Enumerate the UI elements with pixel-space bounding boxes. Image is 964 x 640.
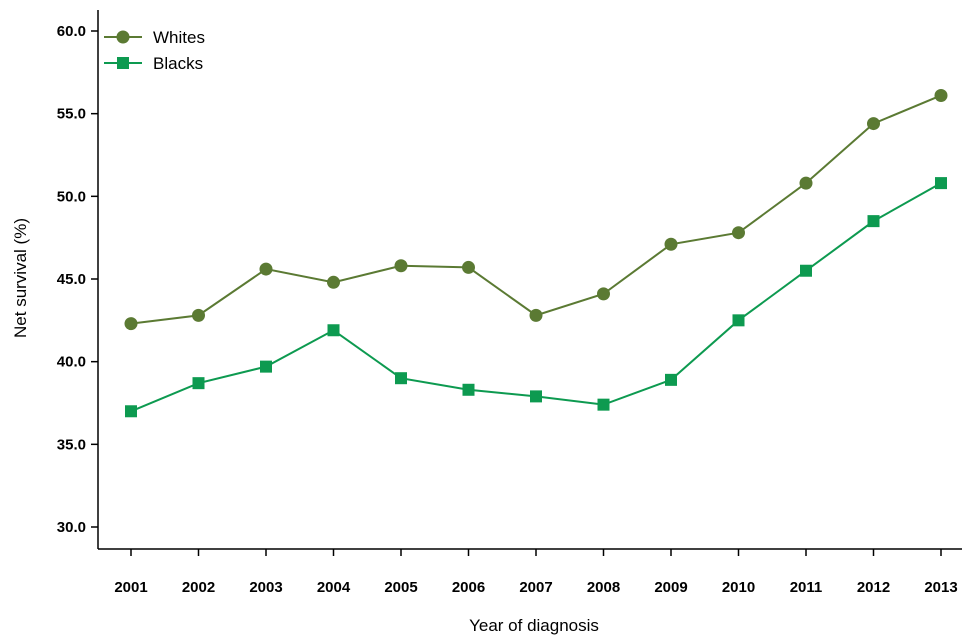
data-point-blacks	[260, 360, 272, 373]
x-tick-label: 2010	[722, 579, 755, 596]
data-point-whites	[124, 317, 138, 331]
data-point-whites	[799, 176, 813, 190]
x-tick-label: 2011	[790, 579, 823, 596]
plot-frame	[97, 10, 962, 550]
data-point-blacks	[125, 405, 137, 418]
x-tick-label: 2003	[249, 579, 282, 596]
data-point-blacks	[867, 215, 880, 228]
data-point-blacks	[462, 383, 475, 396]
y-tick-label: 30.0	[57, 519, 86, 536]
data-point-blacks	[800, 264, 812, 277]
legend-label-blacks: Blacks	[153, 54, 203, 73]
y-tick-label: 45.0	[57, 271, 86, 288]
x-tick-label: 2007	[519, 579, 552, 596]
x-tick-label: 2001	[114, 579, 147, 596]
data-point-whites	[394, 259, 408, 273]
x-tick-label: 2002	[182, 579, 215, 596]
y-tick-label: 50.0	[57, 188, 86, 205]
y-axis-ticks: 30.0 35.0 40.0 45.0 50.0 55.0 60.0	[57, 23, 98, 536]
series-line-whites	[130, 94, 942, 325]
legend: Whites Blacks	[104, 28, 205, 73]
y-axis-title: Net survival (%)	[11, 218, 30, 338]
data-point-blacks	[327, 324, 340, 337]
data-point-whites	[529, 308, 543, 322]
legend-label-whites: Whites	[153, 28, 205, 47]
x-tick-label: 2009	[654, 579, 687, 596]
data-point-blacks	[665, 373, 677, 386]
x-tick-label: 2005	[384, 579, 417, 596]
x-tick-label: 2013	[924, 579, 957, 596]
x-tick-label: 2012	[857, 579, 890, 596]
data-point-blacks	[395, 372, 407, 385]
data-point-whites	[867, 117, 880, 131]
data-point-whites	[327, 275, 340, 289]
data-point-whites	[934, 88, 948, 102]
data-point-whites	[664, 237, 678, 251]
x-tick-label: 2004	[317, 579, 351, 596]
x-axis-ticks: 2001 2002 2003 2004 2005 2006 2007 2008 2009 2010…	[114, 549, 958, 596]
data-point-whites	[192, 308, 205, 322]
data-point-whites	[732, 226, 745, 240]
data-point-whites	[597, 287, 610, 301]
data-point-blacks	[732, 314, 745, 327]
y-tick-label: 60.0	[57, 23, 86, 40]
legend-marker-whites	[116, 30, 130, 44]
data-point-blacks	[597, 398, 610, 411]
y-tick-label: 40.0	[57, 354, 86, 371]
series-line-blacks	[130, 182, 942, 413]
data-point-blacks	[192, 377, 205, 390]
y-tick-label: 35.0	[57, 436, 86, 453]
data-point-blacks	[530, 390, 542, 403]
data-point-blacks	[935, 177, 947, 190]
x-tick-label: 2008	[587, 579, 620, 596]
data-point-whites	[462, 260, 475, 274]
data-point-whites	[259, 262, 273, 276]
y-tick-label: 55.0	[57, 106, 86, 123]
x-tick-label: 2006	[452, 579, 485, 596]
series-layer	[124, 88, 948, 418]
legend-marker-blacks	[117, 57, 129, 69]
x-axis-title: Year of diagnosis	[469, 616, 599, 635]
